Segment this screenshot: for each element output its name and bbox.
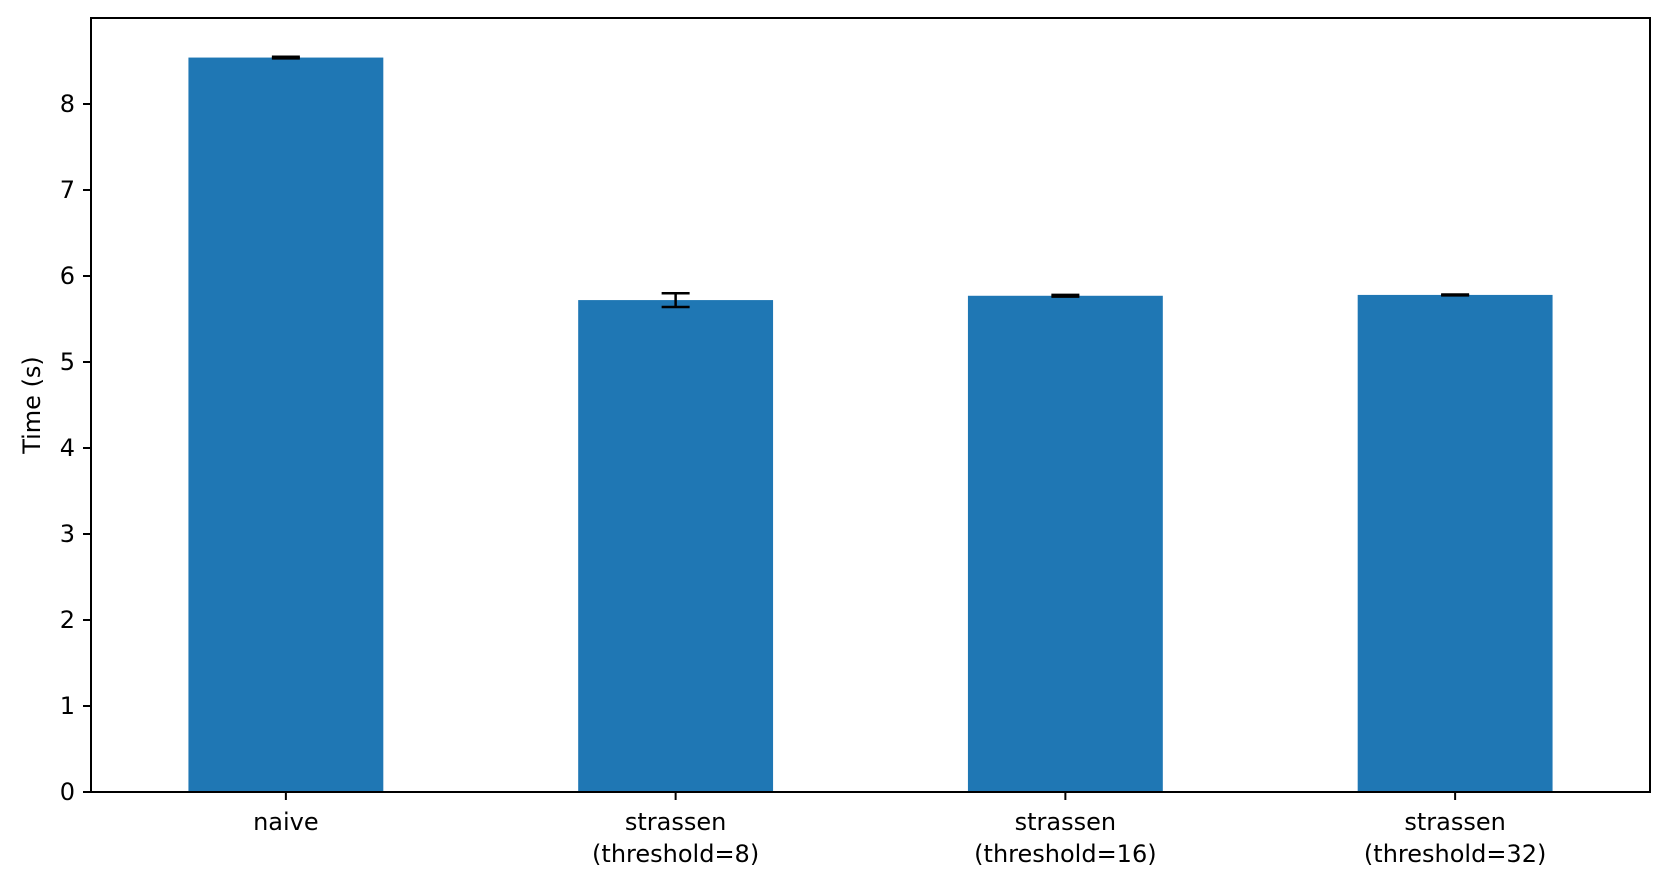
bar-3 (1357, 294, 1553, 792)
bar-1 (578, 300, 774, 792)
axes-frame (90, 17, 1651, 793)
x-tick-label-2-line-0: strassen (1015, 808, 1116, 836)
x-tick-label-0: naive (253, 808, 319, 836)
errorbar-1 (661, 291, 690, 309)
bars-layer (188, 57, 1553, 793)
y-tick-label-6: 6 (60, 262, 75, 290)
y-tick-label-4: 4 (60, 434, 75, 462)
x-tick-label-3: strassen (threshold=32) (1364, 808, 1546, 868)
bar-2 (967, 295, 1163, 792)
x-tick-label-1-line-0: strassen (625, 808, 726, 836)
errorbars-layer (271, 55, 1470, 309)
x-tick-label-3-line-0: strassen (1404, 808, 1505, 836)
errorbar-2 (1051, 293, 1080, 298)
bar-0 (188, 57, 384, 793)
y-tick-label-5: 5 (60, 348, 75, 376)
y-axis-ticks: 0 1 2 3 4 5 6 7 8 (60, 90, 91, 806)
y-tick-label-3: 3 (60, 520, 75, 548)
y-tick-label-7: 7 (60, 176, 75, 204)
y-tick-label-2: 2 (60, 606, 75, 634)
y-tick-label-8: 8 (60, 90, 75, 118)
x-tick-label-0-line-0: naive (253, 808, 319, 836)
y-tick-label-1: 1 (60, 692, 75, 720)
x-tick-label-1-line-1: (threshold=8) (592, 840, 759, 868)
x-tick-label-2-line-1: (threshold=16) (974, 840, 1156, 868)
errorbar-0 (271, 55, 300, 60)
x-tick-label-3-line-1: (threshold=32) (1364, 840, 1546, 868)
x-tick-label-2: strassen (threshold=16) (974, 808, 1156, 868)
y-tick-label-0: 0 (60, 778, 75, 806)
errorbar-3 (1441, 293, 1470, 297)
y-axis-label: Time (s) (18, 356, 46, 455)
x-tick-label-1: strassen (threshold=8) (592, 808, 759, 868)
x-axis-ticks: naive strassen (threshold=8) strassen (thres… (253, 792, 1546, 868)
